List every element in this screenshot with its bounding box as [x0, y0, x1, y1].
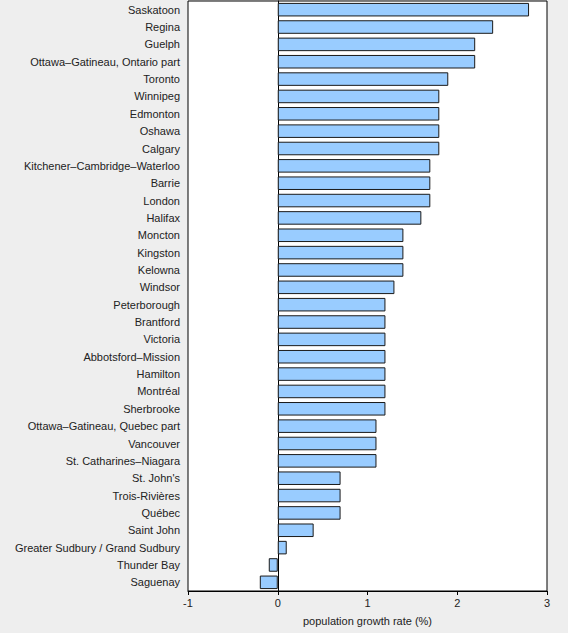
svg-text:Abbotsford–Mission: Abbotsford–Mission — [83, 351, 180, 363]
svg-text:Saguenay: Saguenay — [130, 576, 180, 588]
svg-text:Windsor: Windsor — [140, 281, 181, 293]
svg-text:0: 0 — [275, 597, 281, 609]
svg-text:1: 1 — [364, 597, 370, 609]
svg-text:Guelph: Guelph — [145, 38, 180, 50]
svg-text:3: 3 — [544, 597, 550, 609]
svg-text:Regina: Regina — [145, 21, 181, 33]
svg-text:Vancouver: Vancouver — [128, 438, 180, 450]
svg-text:Thunder Bay: Thunder Bay — [117, 559, 180, 571]
svg-text:Toronto: Toronto — [143, 73, 180, 85]
svg-text:Oshawa: Oshawa — [140, 125, 181, 137]
svg-text:Greater Sudbury / Grand Sudbur: Greater Sudbury / Grand Sudbury — [15, 542, 181, 554]
svg-text:Sherbrooke: Sherbrooke — [123, 403, 180, 415]
svg-text:Peterborough: Peterborough — [113, 299, 180, 311]
svg-text:Hamilton: Hamilton — [137, 368, 180, 380]
svg-text:Edmonton: Edmonton — [130, 108, 180, 120]
svg-text:Calgary: Calgary — [142, 143, 180, 155]
svg-text:Trois-Rivières: Trois-Rivières — [113, 490, 181, 502]
svg-text:Brantford: Brantford — [135, 316, 180, 328]
svg-text:population growth rate (%): population growth rate (%) — [303, 615, 432, 627]
svg-text:Montréal: Montréal — [137, 385, 180, 397]
svg-text:Halifax: Halifax — [146, 212, 180, 224]
svg-text:London: London — [143, 195, 180, 207]
svg-text:Moncton: Moncton — [138, 229, 180, 241]
svg-text:Ottawa–Gatineau, Quebec part: Ottawa–Gatineau, Quebec part — [28, 420, 180, 432]
svg-text:Québec: Québec — [141, 507, 180, 519]
svg-text:2: 2 — [454, 597, 460, 609]
svg-text:Winnipeg: Winnipeg — [134, 90, 180, 102]
svg-text:Kelowna: Kelowna — [138, 264, 181, 276]
svg-text:Victoria: Victoria — [144, 333, 181, 345]
svg-text:Barrie: Barrie — [151, 177, 180, 189]
svg-text:Ottawa–Gatineau, Ontario part: Ottawa–Gatineau, Ontario part — [30, 56, 180, 68]
svg-text:St. Catharines–Niagara: St. Catharines–Niagara — [66, 455, 181, 467]
svg-text:St. John's: St. John's — [132, 472, 180, 484]
svg-text:-1: -1 — [183, 597, 193, 609]
svg-text:Saskatoon: Saskatoon — [128, 4, 180, 16]
svg-text:Kitchener–Cambridge–Waterloo: Kitchener–Cambridge–Waterloo — [24, 160, 180, 172]
svg-text:Saint John: Saint John — [128, 524, 180, 536]
svg-text:Kingston: Kingston — [137, 247, 180, 259]
